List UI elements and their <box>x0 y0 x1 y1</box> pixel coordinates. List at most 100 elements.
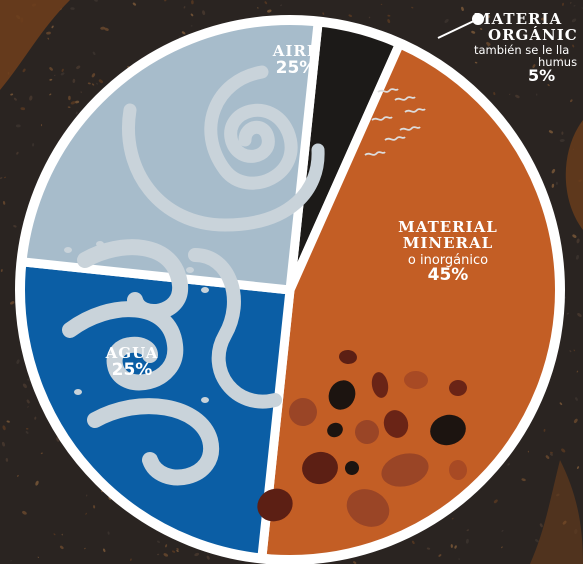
soil-speck <box>411 6 414 9</box>
soil-speck <box>183 6 186 9</box>
soil-speck <box>191 0 194 5</box>
organic-percent: 5% <box>528 65 556 85</box>
mineral-rock-icon <box>448 460 468 480</box>
soil-speck <box>535 93 538 96</box>
soil-speck <box>545 455 550 459</box>
water-drop-icon <box>74 389 82 395</box>
pie-outer-ring <box>15 15 565 564</box>
mineral-rock-icon <box>381 453 429 487</box>
soil-speck <box>438 554 442 557</box>
soil-speck <box>527 450 530 453</box>
mineral-rock-icon <box>355 420 379 444</box>
soil-speck <box>132 2 137 6</box>
mineral-rock-icon <box>449 379 467 397</box>
soil-speck <box>570 99 573 103</box>
slice-label-aire: AIRE 25% <box>246 43 346 78</box>
leader-line <box>437 18 479 39</box>
soil-speck <box>92 51 96 56</box>
soil-speck <box>559 58 563 61</box>
soil-speck <box>164 0 167 2</box>
soil-speck <box>0 269 3 272</box>
soil-speck <box>102 548 106 553</box>
water-drop-icon <box>64 247 72 253</box>
organic-label-line2: ORGÁNIC <box>488 25 578 44</box>
soil-speck <box>521 478 526 482</box>
mineral-rock-icon <box>339 349 357 365</box>
soil-speck <box>22 383 27 389</box>
soil-speck <box>70 101 76 105</box>
soil-speck <box>535 539 539 543</box>
soil-speck <box>466 529 470 532</box>
soil-speck <box>157 553 160 556</box>
mineral-label-line1: MATERIAL <box>398 218 498 236</box>
soil-speck <box>576 254 579 260</box>
soil-speck <box>576 238 580 244</box>
soil-speck <box>15 124 21 128</box>
soil-speck <box>267 9 272 13</box>
soil-speck <box>543 428 546 432</box>
soil-speck <box>474 61 478 64</box>
soil-speck <box>21 510 27 515</box>
soil-speck <box>157 540 160 543</box>
soil-speck <box>573 418 578 424</box>
soil-speck <box>486 42 491 46</box>
organic-critter-icon <box>394 96 416 101</box>
soil-speck <box>54 74 56 77</box>
soil-speck <box>515 94 520 99</box>
mineral-rock-icon <box>430 414 466 446</box>
agua-label: AGUA <box>105 344 159 362</box>
soil-speck <box>59 545 64 550</box>
soil-speck <box>53 533 56 536</box>
water-drop-icon <box>186 267 194 273</box>
soil-speck <box>264 1 268 5</box>
slice-label-organic: MATERIA ORGÁNIC también se le lla humus … <box>474 11 583 85</box>
air-swirl-icon <box>204 65 298 190</box>
soil-speck <box>426 547 431 550</box>
soil-speck <box>2 201 6 205</box>
soil-speck <box>10 301 15 305</box>
soil-speck <box>206 555 210 560</box>
soil-speck <box>130 558 132 561</box>
soil-speck <box>75 111 78 115</box>
soil-speck <box>46 31 51 35</box>
soil-speck <box>179 36 181 39</box>
soil-speck <box>10 93 14 96</box>
soil-speck <box>380 3 383 5</box>
soil-speck <box>67 106 71 109</box>
soil-speck <box>94 0 98 2</box>
mineral-rock-icon <box>346 489 390 527</box>
water-wave-icon <box>77 239 188 320</box>
soil-speck <box>61 68 64 72</box>
soil-speck <box>25 427 29 430</box>
soil-speck <box>70 7 75 10</box>
mineral-rock-icon <box>328 380 356 410</box>
soil-speck <box>576 466 580 470</box>
soil-speck <box>72 78 76 83</box>
soil-speck <box>353 561 357 564</box>
organic-critter-icon <box>377 88 399 93</box>
soil-speck <box>501 529 504 532</box>
soil-speck <box>493 499 498 504</box>
slice-label-mineral: MATERIAL MINERAL o inorgánico 45% <box>378 218 518 285</box>
soil-speck <box>450 544 453 548</box>
soil-speck <box>85 512 87 515</box>
soil-speck <box>16 359 20 364</box>
soil-speck <box>20 107 26 111</box>
soil-speck <box>13 97 17 101</box>
mineral-rock-icon <box>327 422 343 438</box>
soil-speck <box>181 31 186 35</box>
mineral-sublabel: o inorgánico <box>407 252 489 268</box>
soil-speck <box>458 558 460 561</box>
soil-speck <box>387 14 391 17</box>
soil-patch <box>0 0 70 90</box>
water-drop-icon <box>201 287 209 293</box>
soil-speck <box>572 234 577 238</box>
soil-speck <box>25 431 29 434</box>
organic-critter-icon <box>371 116 393 121</box>
soil-speck <box>465 538 469 544</box>
soil-speck <box>26 399 30 404</box>
soil-speck <box>49 93 52 96</box>
soil-speck <box>37 556 39 558</box>
soil-speck <box>479 28 483 30</box>
